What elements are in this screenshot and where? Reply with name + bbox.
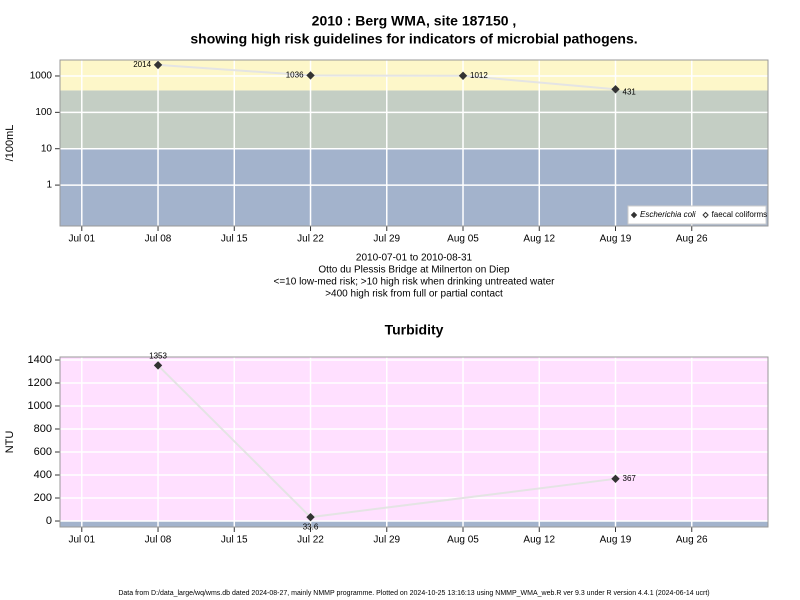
legend-label: Escherichia coli (640, 210, 696, 219)
subtitle: Otto du Plessis Bridge at Milnerton on D… (318, 265, 510, 276)
data-point (306, 71, 315, 80)
data-point (306, 512, 315, 522)
data-point (611, 85, 620, 94)
y-tick-label: 800 (34, 423, 52, 435)
y-tick-label: 200 (34, 492, 52, 504)
data-label: 367 (623, 474, 637, 483)
plot-frame (59, 356, 769, 528)
legend-label: faecal coliforms (712, 210, 768, 219)
y-tick-label: 400 (34, 469, 52, 481)
y-tick-label: 0 (46, 515, 52, 527)
risk-band (60, 90, 768, 149)
risk-band (60, 521, 768, 527)
legend-box (627, 205, 767, 225)
chart-title: showing high risk guidelines for indicat… (190, 31, 637, 47)
data-label: 33.6 (303, 522, 319, 531)
data-label: 1012 (470, 71, 488, 80)
data-label: 1353 (149, 352, 167, 361)
data-point (153, 60, 163, 70)
x-tick-label: Jul 01 (68, 234, 95, 245)
y-tick-label: 1400 (28, 354, 52, 366)
x-tick-label: Jul 22 (297, 234, 324, 245)
x-tick-label: Jul 01 (68, 535, 95, 546)
y-tick-label: 1200 (28, 377, 52, 389)
legend-marker (630, 211, 638, 219)
subtitle: <=10 low-med risk; >10 high risk when dr… (274, 277, 556, 288)
footer: Data from D:/data_large/wq/wms.db dated … (118, 590, 709, 597)
x-tick-label: Jul 08 (145, 535, 172, 546)
x-tick-label: Aug 05 (447, 535, 479, 546)
data-label: 431 (623, 87, 637, 96)
legend-marker (702, 211, 709, 219)
y-tick-label: 10 (41, 143, 53, 154)
data-line (157, 63, 616, 91)
data-label: 1036 (286, 71, 304, 80)
data-point (611, 474, 620, 484)
y-axis-label: NTU (4, 431, 16, 454)
x-tick-label: Aug 19 (600, 535, 632, 546)
y-tick-label: 1 (46, 180, 52, 191)
y-axis-label: /100mL (4, 125, 16, 162)
x-tick-label: Jul 22 (297, 535, 324, 546)
x-tick-label: Aug 12 (523, 535, 555, 546)
data-label: 2014 (133, 60, 151, 69)
chart-title: 2010 : Berg WMA, site 187150 , (312, 13, 517, 29)
x-tick-label: Aug 05 (447, 234, 479, 245)
x-tick-label: Aug 26 (676, 234, 708, 245)
x-tick-label: Jul 08 (145, 234, 172, 245)
x-tick-label: Aug 12 (523, 234, 555, 245)
x-tick-label: Jul 29 (373, 535, 400, 546)
y-tick-label: 600 (34, 446, 52, 458)
data-point (458, 71, 468, 80)
x-tick-label: Aug 26 (676, 535, 708, 546)
subtitle: >400 high risk from full or partial cont… (325, 289, 503, 300)
x-tick-label: Aug 19 (600, 234, 632, 245)
x-tick-label: Jul 29 (373, 234, 400, 245)
y-tick-label: 1000 (30, 71, 53, 82)
chart-title: Turbidity (385, 322, 444, 338)
data-point (153, 361, 163, 370)
x-tick-label: Jul 15 (221, 234, 248, 245)
plot-frame (59, 59, 769, 227)
risk-band (60, 357, 768, 522)
y-tick-label: 100 (35, 107, 52, 118)
subtitle: 2010-07-01 to 2010-08-31 (356, 253, 473, 264)
x-tick-label: Jul 15 (221, 535, 248, 546)
y-tick-label: 1000 (28, 400, 52, 412)
